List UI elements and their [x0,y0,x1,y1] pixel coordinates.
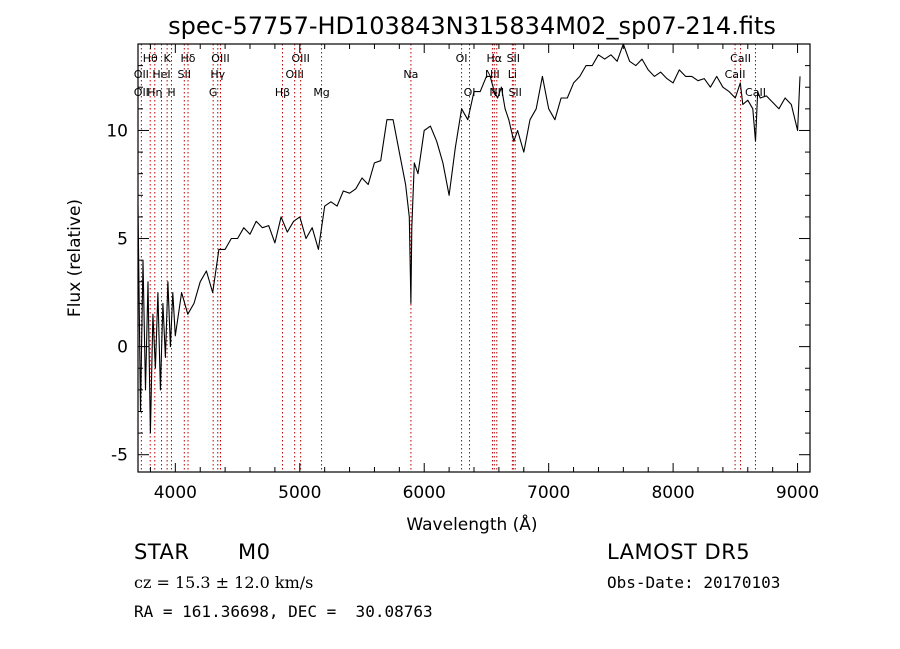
x-tick-label: 6000 [403,483,446,503]
line-label-25: CaII [730,52,751,65]
y-axis: -5 0 5 10 [106,65,810,466]
y-tick-label: 0 [117,338,128,358]
spectral-line-markers [140,44,756,472]
y-tick-label: -5 [111,446,128,466]
line-label-17: OI [456,52,468,65]
x-axis: 4000 5000 6000 7000 8000 9000 [149,44,819,503]
redshift-cz: cz = 15.3 ± 12.0 km/s [134,573,314,592]
line-label-26: CaII [725,68,746,81]
line-label-5: HeI [152,68,170,81]
observation-date: Obs-Date: 20170103 [607,573,781,592]
line-label-12: Hβ [275,86,290,99]
x-tick-label: 9000 [776,483,819,503]
line-label-15: Mg [313,86,329,99]
object-subclass: M0 [238,540,271,564]
x-tick-label: 4000 [154,483,197,503]
line-label-19: Hα [487,52,503,65]
chart-title: spec-57757-HD103843N315834M02_sp07-214.f… [168,12,776,40]
line-label-22: SII [507,52,520,65]
line-label-23: Li [508,68,517,81]
line-label-9: OIII [211,52,229,65]
y-tick-label: 10 [106,121,128,141]
y-axis-label: Flux (relative) [65,199,85,317]
y-tick-label: 5 [117,230,128,250]
object-class: STAR [134,540,190,564]
line-label-1: OII [134,68,149,81]
line-label-7: Hδ [181,52,196,65]
line-label-16: Na [403,68,418,81]
line-label-6: H [167,86,175,99]
x-tick-label: 8000 [651,483,694,503]
line-label-4: K [164,52,172,65]
spectrum-line [137,43,801,434]
x-axis-label: Wavelength (Å) [406,513,537,535]
line-label-20: NII [485,68,500,81]
line-label-8: SII [178,68,191,81]
line-label-10: Hγ [210,68,225,81]
plot-frame [137,43,811,473]
line-label-24: SII [508,86,521,99]
x-tick-label: 7000 [527,483,570,503]
line-label-0: Hθ [143,52,158,65]
line-label-18: OI [464,86,476,99]
x-tick-label: 5000 [278,483,321,503]
line-label-3: Hη [147,86,162,99]
coordinates: RA = 161.36698, DEC = 30.08763 [134,602,433,621]
line-label-27: CaII [745,86,766,99]
line-label-13: OIII [291,52,309,65]
survey-name: LAMOST DR5 [607,540,751,564]
line-label-11: G [209,86,218,99]
line-label-14: OIII [285,68,303,81]
